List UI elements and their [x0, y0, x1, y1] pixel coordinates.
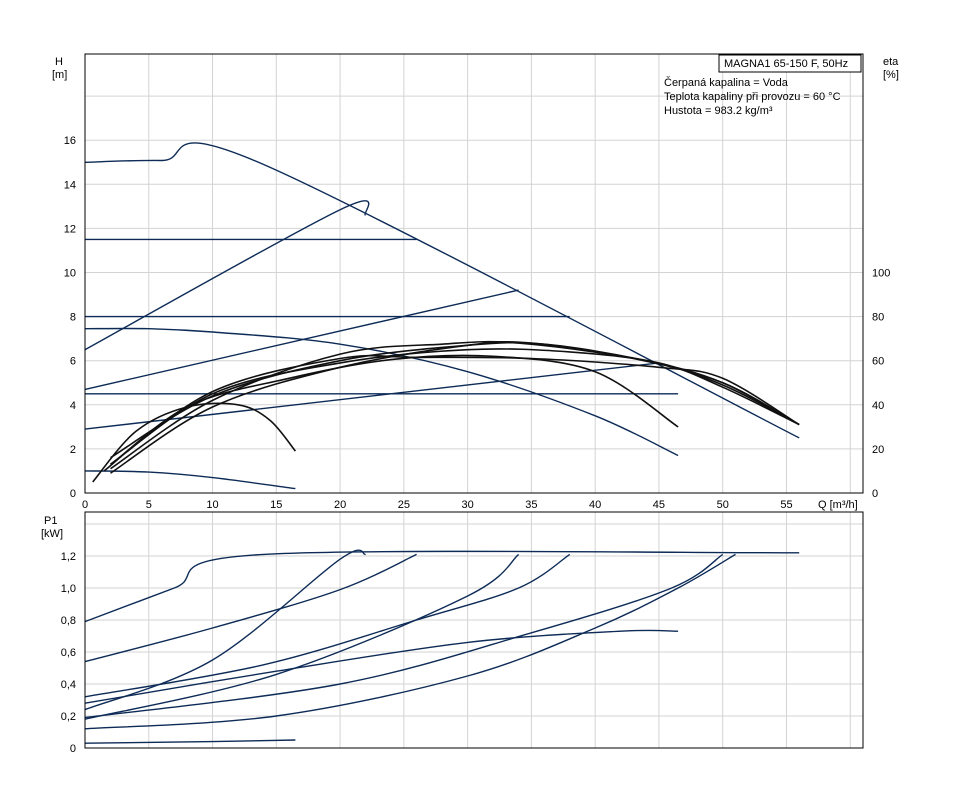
- power-plot-frame: [84, 511, 864, 749]
- power-axis-label: P1: [44, 515, 57, 527]
- y2-tick-label: 0: [872, 488, 878, 500]
- power-curve-3: [84, 553, 571, 698]
- x-tick-label: 5: [146, 499, 152, 511]
- x-tick-label: 40: [589, 499, 601, 511]
- y-tick-label: 8: [70, 312, 76, 324]
- x-axis-label: Q [m³/h]: [818, 499, 858, 511]
- head-curve-9: [84, 470, 296, 490]
- info-box-line: Hustota = 983.2 kg/m³: [664, 105, 773, 117]
- y-axis-label: H: [55, 56, 63, 68]
- y-tick-label: 16: [64, 135, 76, 147]
- y-tick-label: 2: [70, 444, 76, 456]
- x-tick-label: 10: [206, 499, 218, 511]
- head-curve-12: [110, 348, 800, 465]
- x-tick-label: 35: [525, 499, 537, 511]
- power-curve-1: [84, 550, 800, 623]
- x-tick-label: 50: [717, 499, 729, 511]
- x-tick-label: 25: [398, 499, 410, 511]
- y2-tick-label: 40: [872, 400, 884, 412]
- frame-layer: [84, 53, 864, 749]
- head-curve-10: [92, 402, 297, 483]
- y2-tick-label: 20: [872, 444, 884, 456]
- y-tick-label: 10: [64, 268, 76, 280]
- curve-layer: [84, 142, 800, 744]
- power-axis-unit: [kW]: [41, 528, 63, 540]
- power-curve-9: [84, 739, 296, 744]
- power-curve-2: [84, 553, 417, 663]
- x-tick-label: 55: [780, 499, 792, 511]
- power-curve-7: [84, 553, 520, 720]
- power-curve-5: [84, 553, 736, 730]
- x-tick-label: 30: [461, 499, 473, 511]
- head-curve-1: [84, 142, 800, 439]
- y-axis-unit: [m]: [52, 69, 67, 81]
- power-curve-4: [84, 553, 724, 719]
- y-tick-label: 6: [70, 356, 76, 368]
- power-tick-label: 0: [70, 743, 76, 755]
- head-curve-5: [84, 200, 370, 351]
- x-tick-label: 0: [82, 499, 88, 511]
- head-plot-frame: [84, 53, 864, 494]
- info-box-title: MAGNA1 65-150 F, 50Hz: [724, 58, 848, 70]
- info-box-line: Teplota kapaliny při provozu = 60 °C: [664, 91, 841, 103]
- x-tick-label: 15: [270, 499, 282, 511]
- y2-axis-label: eta: [883, 56, 899, 68]
- info-box-title-frame: [718, 54, 862, 73]
- info-box-line: Čerpaná kapalina = Voda: [664, 76, 789, 89]
- power-tick-label: 1,2: [61, 551, 76, 563]
- y-tick-label: 12: [64, 223, 76, 235]
- y2-tick-label: 100: [872, 268, 890, 280]
- power-tick-label: 0,2: [61, 711, 76, 723]
- power-curve-6: [84, 549, 366, 711]
- head-curve-8: [84, 327, 679, 457]
- y-tick-label: 14: [64, 179, 76, 191]
- head-curve-16: [110, 354, 800, 465]
- y2-tick-label: 80: [872, 312, 884, 324]
- head-curve-15: [110, 340, 800, 470]
- head-curve-14: [110, 340, 800, 474]
- y-tick-label: 0: [70, 488, 76, 500]
- power-tick-label: 0,4: [61, 679, 76, 691]
- text-layer: 0 5 10 15 20 25 30 35 40 45 50 55 Q [m³/h] 0 2 4 6 8 10 12 1…: [41, 54, 899, 755]
- power-tick-label: 0,8: [61, 615, 76, 627]
- head-curve-7: [84, 362, 659, 430]
- power-tick-label: 0,6: [61, 647, 76, 659]
- y-tick-label: 4: [70, 400, 76, 412]
- y2-axis-unit: [%]: [883, 69, 899, 81]
- power-tick-label: 1,0: [61, 583, 76, 595]
- x-tick-label: 45: [653, 499, 665, 511]
- y2-tick-label: 60: [872, 356, 884, 368]
- x-tick-label: 20: [334, 499, 346, 511]
- power-curve-8: [84, 629, 679, 704]
